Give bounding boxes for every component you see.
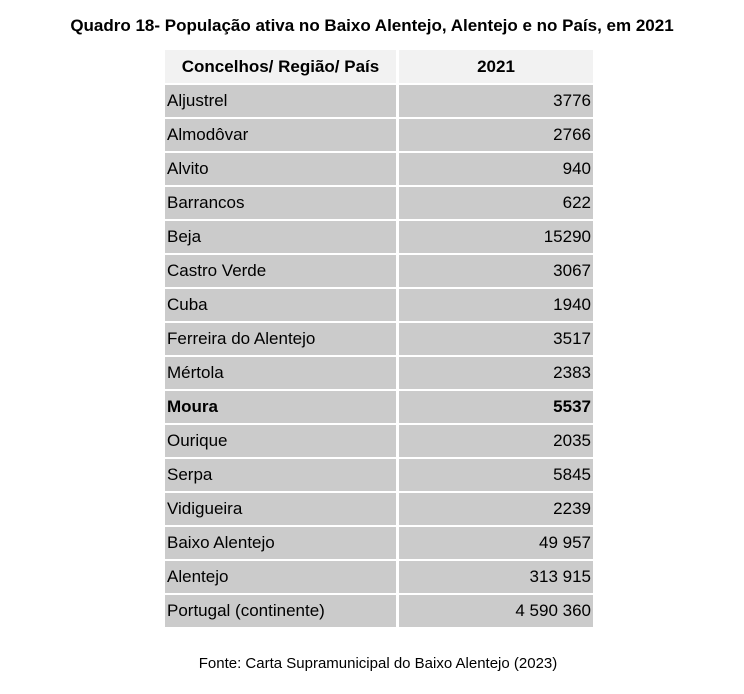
population-value: 2035 [399,425,593,457]
region-name: Ourique [165,425,396,457]
population-value: 3776 [399,85,593,117]
header-year: 2021 [399,50,593,83]
region-name: Aljustrel [165,85,396,117]
region-name: Cuba [165,289,396,321]
population-value: 2383 [399,357,593,389]
population-value: 49 957 [399,527,593,559]
population-value: 1940 [399,289,593,321]
population-value: 622 [399,187,593,219]
table-row: Alvito 940 [165,153,593,185]
population-value: 5845 [399,459,593,491]
region-name: Moura [165,391,396,423]
population-value: 313 915 [399,561,593,593]
population-value: 2239 [399,493,593,525]
table-row: Moura 5537 [165,391,593,423]
table-row: Almodôvar 2766 [165,119,593,151]
table-row: Cuba 1940 [165,289,593,321]
region-name: Beja [165,221,396,253]
region-name: Alentejo [165,561,396,593]
region-name: Castro Verde [165,255,396,287]
table-title: Quadro 18- População ativa no Baixo Alen… [70,16,674,35]
region-name: Baixo Alentejo [165,527,396,559]
table-row: Castro Verde 3067 [165,255,593,287]
population-value: 3517 [399,323,593,355]
table-row: Serpa 5845 [165,459,593,491]
region-name: Serpa [165,459,396,491]
region-name: Almodôvar [165,119,396,151]
table-row: Vidigueira 2239 [165,493,593,525]
table-row: Beja 15290 [165,221,593,253]
population-value: 15290 [399,221,593,253]
population-value: 4 590 360 [399,595,593,627]
header-row: Concelhos/ Região/ País 2021 [165,50,593,83]
table-row: Ferreira do Alentejo 3517 [165,323,593,355]
table-row: Baixo Alentejo 49 957 [165,527,593,559]
table-row: Alentejo 313 915 [165,561,593,593]
source-note: Fonte: Carta Supramunicipal do Baixo Ale… [198,655,558,672]
table-row: Ourique 2035 [165,425,593,457]
region-name: Barrancos [165,187,396,219]
population-value: 5537 [399,391,593,423]
table-row: Aljustrel 3776 [165,85,593,117]
region-name: Mértola [165,357,396,389]
region-name: Vidigueira [165,493,396,525]
population-table: Concelhos/ Região/ País 2021 Aljustrel 37… [162,48,596,629]
table-row: Barrancos 622 [165,187,593,219]
region-name: Alvito [165,153,396,185]
population-value: 940 [399,153,593,185]
table-row: Mértola 2383 [165,357,593,389]
region-name: Ferreira do Alentejo [165,323,396,355]
region-name: Portugal (continente) [165,595,396,627]
table-row: Portugal (continente) 4 590 360 [165,595,593,627]
population-value: 3067 [399,255,593,287]
header-region: Concelhos/ Região/ País [165,50,396,83]
population-value: 2766 [399,119,593,151]
